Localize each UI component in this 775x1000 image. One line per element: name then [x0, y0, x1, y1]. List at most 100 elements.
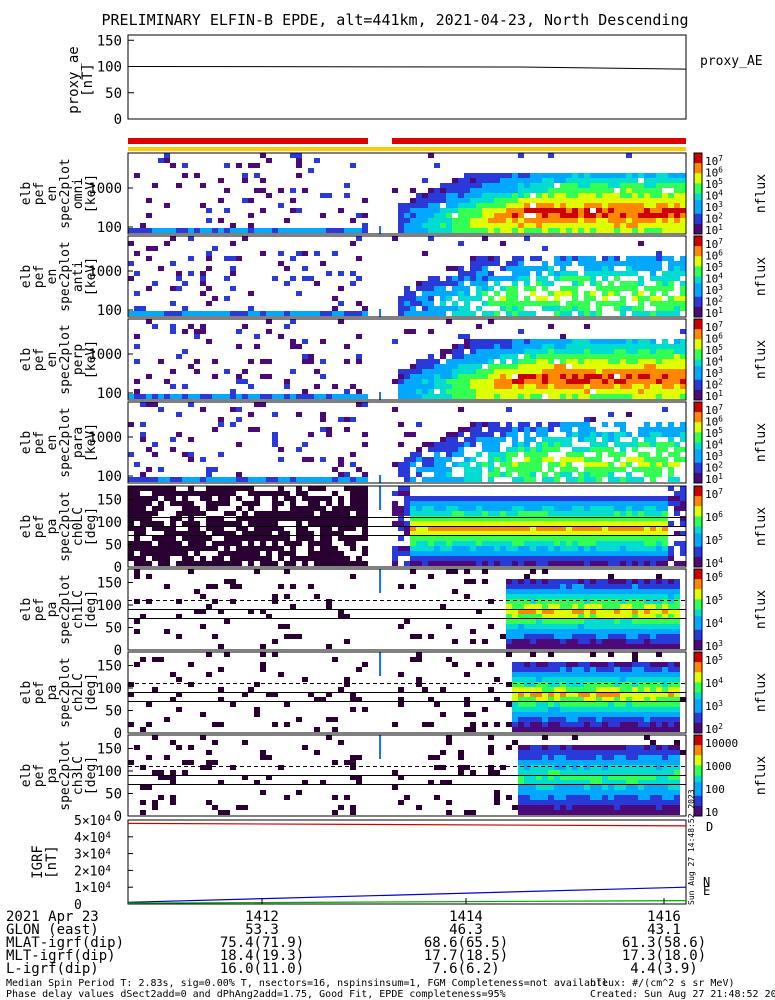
spectrogram-cell — [488, 501, 494, 506]
spectrogram-cell — [530, 780, 536, 785]
spectrogram-cell — [188, 760, 194, 765]
spectrogram-cell — [500, 223, 506, 228]
spectrogram-cell — [626, 203, 632, 208]
colorbar-segment — [694, 246, 702, 250]
spectrogram-cell — [278, 765, 284, 770]
spectrogram-cell — [506, 541, 512, 546]
spectrogram-cell — [524, 198, 530, 203]
spectrogram-cell — [572, 291, 578, 296]
spectrogram-cell — [674, 432, 680, 437]
spectrogram-cell — [422, 536, 428, 541]
spectrogram-cell — [626, 639, 632, 644]
spectrogram-cell — [590, 712, 596, 717]
spectrogram-ytick-label: 150 — [97, 493, 122, 509]
spectrogram-cell — [176, 745, 182, 750]
spectrogram-cell — [626, 561, 632, 566]
spectrogram-cell — [578, 662, 584, 667]
spectrogram-cell — [464, 702, 470, 707]
spectrogram-cell — [518, 561, 524, 566]
spectrogram-cell — [656, 178, 662, 183]
spectrogram-cell — [518, 467, 524, 472]
spectrogram-cell — [254, 511, 260, 516]
spectrogram-cell — [242, 805, 248, 810]
spectrogram-cell — [188, 324, 194, 329]
spectrogram-cell — [494, 561, 500, 566]
spectrogram-cell — [422, 203, 428, 208]
spectrogram-cell — [596, 213, 602, 218]
spectrogram-cell — [560, 394, 566, 399]
spectrogram-cell — [134, 526, 140, 531]
spectrogram-cell — [236, 551, 242, 556]
spectrogram-cell — [134, 306, 140, 311]
spectrogram-cell — [236, 472, 242, 477]
spectrogram-cell — [662, 427, 668, 432]
spectrogram-cell — [536, 551, 542, 556]
spectrogram-cell — [164, 775, 170, 780]
spectrogram-cell — [224, 369, 230, 374]
spectrogram-cell — [614, 173, 620, 178]
colorbar-segment — [694, 359, 702, 364]
spectrogram-cell — [488, 427, 494, 432]
spectrogram-cell — [314, 727, 320, 732]
spectrogram-cell — [404, 291, 410, 296]
spectrogram-cell — [284, 634, 290, 639]
spectrogram-cell — [608, 213, 614, 218]
spectrogram-cell — [524, 805, 530, 810]
spectrogram-cell — [200, 281, 206, 286]
spectrogram-cell — [398, 306, 404, 311]
spectrogram-cell — [512, 188, 518, 193]
colorbar-segment — [694, 352, 702, 357]
spectrogram-cell — [188, 491, 194, 496]
spectrogram-cell — [140, 511, 146, 516]
spectrogram-cell — [464, 291, 470, 296]
spectrogram-cell — [494, 427, 500, 432]
spectrogram-cell — [494, 506, 500, 511]
spectrogram-cell — [488, 516, 494, 521]
spectrogram-cell — [242, 236, 248, 241]
spectrogram-cell — [608, 203, 614, 208]
spectrogram-cell — [674, 511, 680, 516]
spectrogram-cell — [530, 697, 536, 702]
spectrogram-cell — [626, 644, 632, 649]
spectrogram-cell — [488, 531, 494, 536]
spectrogram-cell — [638, 579, 644, 584]
colorbar-tick-label: 101 — [705, 389, 723, 403]
spectrogram-cell — [668, 286, 674, 291]
spectrogram-cell — [470, 639, 476, 644]
spectrogram-cell — [320, 556, 326, 561]
spectrogram-cell — [362, 511, 368, 516]
spectrogram-cell — [590, 599, 596, 604]
spectrogram-cell — [458, 462, 464, 467]
colorbar-segment — [694, 269, 702, 274]
spectrogram-cell — [512, 462, 518, 467]
spectrogram-cell — [602, 604, 608, 609]
spectrogram-cell — [536, 644, 542, 649]
spectrogram-cell — [644, 579, 650, 584]
spectrogram-cell — [632, 467, 638, 472]
spectrogram-cell — [302, 506, 308, 511]
spectrogram-cell — [428, 526, 434, 531]
spectrogram-cell — [656, 692, 662, 697]
spectrogram-cell — [572, 624, 578, 629]
spectrogram-cell — [608, 266, 614, 271]
spectrogram-cell — [680, 369, 686, 374]
spectrogram-cell — [536, 442, 542, 447]
spectrogram-cell — [146, 447, 152, 452]
spectrogram-cell — [584, 702, 590, 707]
spectrogram-cell — [524, 727, 530, 732]
spectrogram-cell — [656, 218, 662, 223]
spectrogram-cell — [266, 561, 272, 566]
spectrogram-cell — [242, 178, 248, 183]
spectrogram-cell — [434, 306, 440, 311]
colorbar-segment — [694, 729, 702, 734]
spectrogram-cell — [536, 427, 542, 432]
spectrogram-cell — [452, 228, 458, 233]
spectrogram-cell — [578, 437, 584, 442]
spectrogram-cell — [398, 223, 404, 228]
spectrogram-cell — [476, 496, 482, 501]
spectrogram-cell — [278, 188, 284, 193]
colorbar-tick-label: 102 — [705, 378, 723, 392]
spectrogram-cell — [242, 551, 248, 556]
spectrogram-cell — [644, 712, 650, 717]
spectrogram-cells — [128, 652, 686, 732]
